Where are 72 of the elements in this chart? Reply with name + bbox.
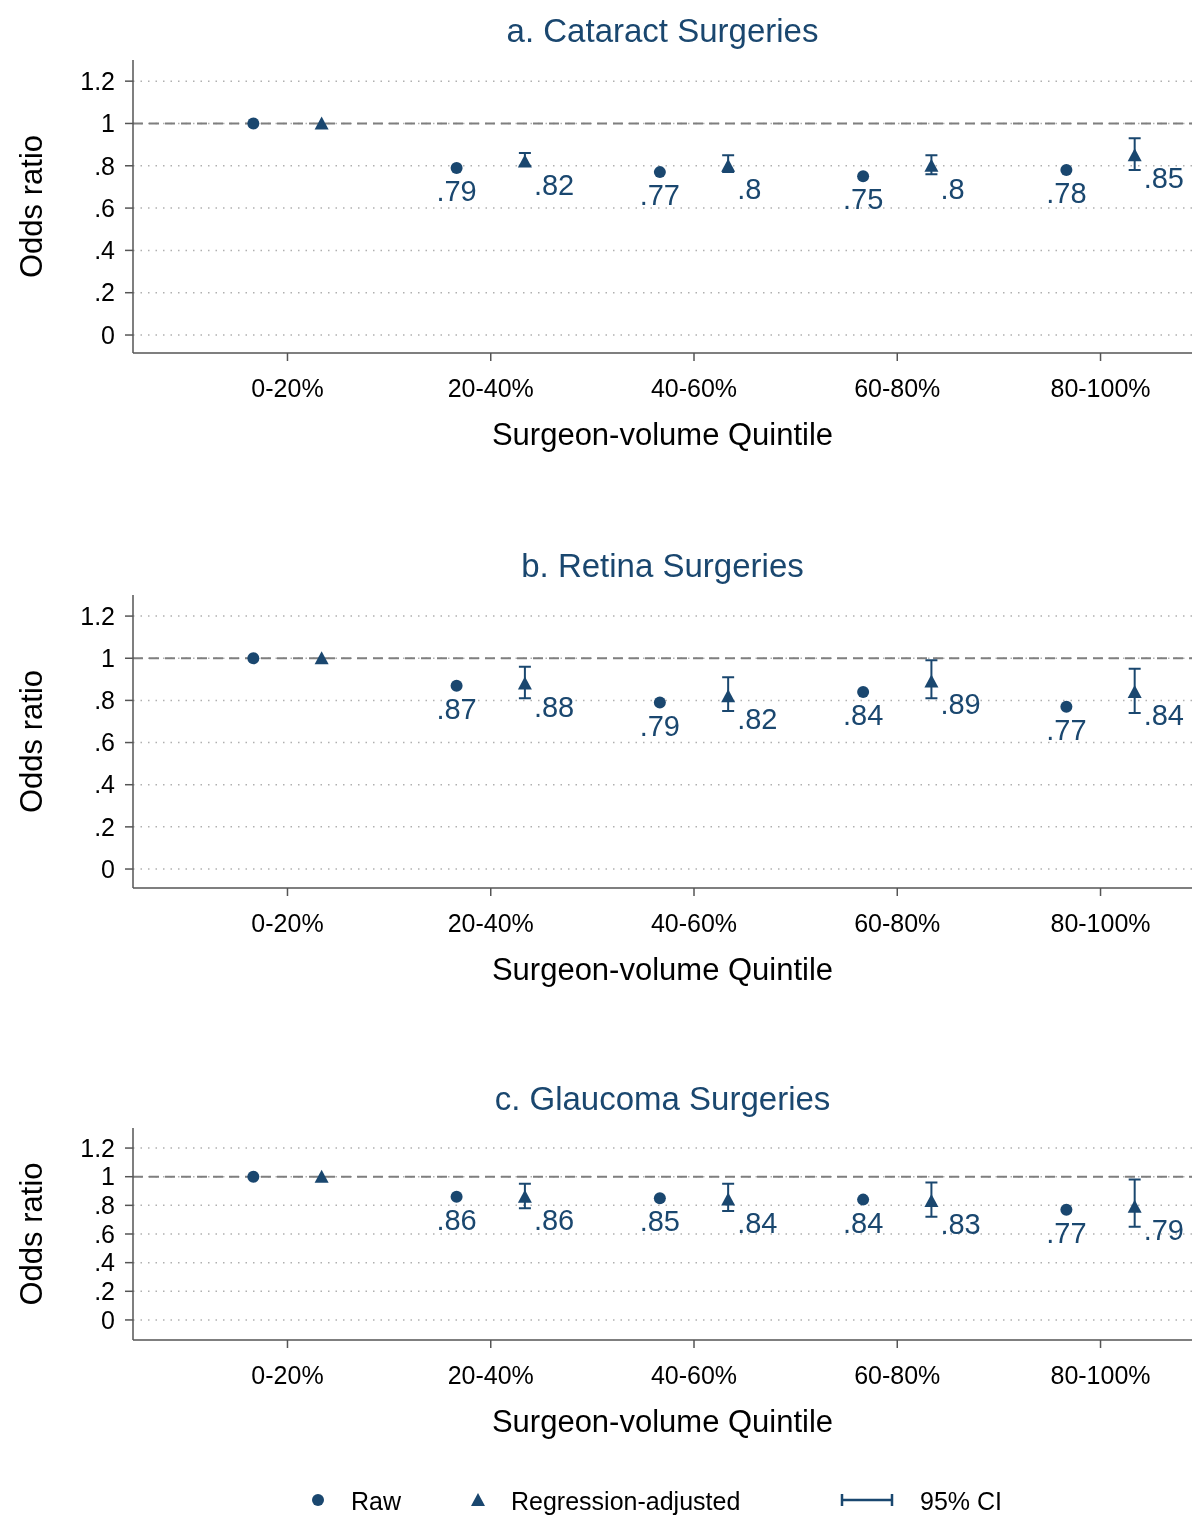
y-tick-label: 0 (101, 320, 115, 349)
y-tick-label: .4 (94, 236, 116, 265)
y-tick-label: .4 (94, 770, 116, 799)
data-label: .77 (639, 179, 681, 212)
x-axis-title: Surgeon-volume Quintile (491, 417, 834, 452)
data-label: .82 (533, 168, 575, 201)
data-label: .79 (436, 174, 477, 207)
y-tick-label: .4 (94, 1248, 116, 1277)
data-label: .84 (842, 698, 884, 731)
data-label: .82 (737, 703, 778, 736)
y-tick-label: 1 (101, 1162, 115, 1191)
y-tick-label: .2 (94, 278, 115, 307)
y-axis-title: Odds ratio (14, 1162, 49, 1306)
text: 95% CI (920, 1487, 1002, 1515)
y-tick-label: .8 (94, 1191, 115, 1220)
x-tick-label: 0-20% (251, 1361, 324, 1389)
y-tick-label: 1.2 (80, 601, 115, 630)
x-tick-label: 80-100% (1050, 1361, 1151, 1389)
data-label: .77 (1046, 1216, 1087, 1249)
data-label: .84 (1143, 698, 1185, 731)
x-tick-label: 0-20% (251, 374, 324, 402)
data-label: .86 (436, 1203, 477, 1236)
x-tick-label: 40-60% (650, 374, 738, 402)
y-tick-label: 0 (101, 854, 115, 883)
data-label: .79 (639, 709, 681, 742)
x-tick-label: 80-100% (1050, 909, 1151, 937)
x-tick-label: 20-40% (447, 374, 534, 402)
data-label: .8 (940, 172, 965, 205)
x-tick-label: 80-100% (1050, 374, 1151, 402)
data-label: .89 (940, 688, 981, 721)
legend-label: Raw (351, 1487, 402, 1515)
chart-title: c. Glaucoma Surgeries (494, 1080, 831, 1117)
data-label: .85 (1143, 162, 1185, 195)
x-tick-label: 0-20% (251, 909, 324, 937)
x-tick-label: 60-80% (854, 374, 941, 402)
data-label: .85 (639, 1205, 681, 1238)
y-tick-label: 1 (101, 643, 115, 672)
x-axis-title: Surgeon-volume Quintile (491, 1404, 834, 1439)
data-label: .84 (842, 1206, 884, 1239)
y-tick-label: .6 (94, 1219, 115, 1248)
y-tick-label: 0 (101, 1305, 115, 1334)
y-tick-label: 1 (101, 109, 115, 138)
data-label: .83 (940, 1208, 981, 1241)
data-label: .8 (737, 172, 762, 205)
data-label: .79 (1143, 1213, 1185, 1246)
x-tick-label: 40-60% (650, 909, 738, 937)
data-label: .88 (533, 690, 575, 723)
y-tick-label: .2 (94, 1277, 115, 1306)
x-tick-label: 20-40% (447, 909, 534, 937)
y-tick-label: 1.2 (80, 1133, 115, 1162)
y-tick-label: .6 (94, 728, 115, 757)
y-tick-label: .2 (94, 812, 115, 841)
y-tick-label: .8 (94, 151, 115, 180)
x-axis-title: Surgeon-volume Quintile (491, 952, 834, 987)
x-tick-label: 20-40% (447, 1361, 534, 1389)
x-tick-label: 60-80% (854, 909, 941, 937)
legend-label: Regression-adjusted (511, 1487, 741, 1515)
y-axis-title: Odds ratio (14, 669, 49, 814)
data-label: .84 (737, 1206, 778, 1239)
data-label: .86 (533, 1203, 575, 1236)
y-axis-title: Odds ratio (14, 134, 49, 279)
x-tick-label: 60-80% (854, 1361, 941, 1389)
y-tick-label: 1.2 (80, 66, 115, 95)
y-tick-label: .6 (94, 193, 115, 222)
data-label: .77 (1046, 713, 1087, 746)
chart-title: b. Retina Surgeries (521, 547, 804, 584)
y-tick-label: .8 (94, 686, 115, 715)
data-label: .78 (1046, 177, 1087, 210)
chart-title: a. Cataract Surgeries (506, 12, 819, 49)
x-tick-label: 40-60% (650, 1361, 738, 1389)
data-label: .75 (842, 183, 884, 216)
data-label: .87 (436, 692, 477, 725)
